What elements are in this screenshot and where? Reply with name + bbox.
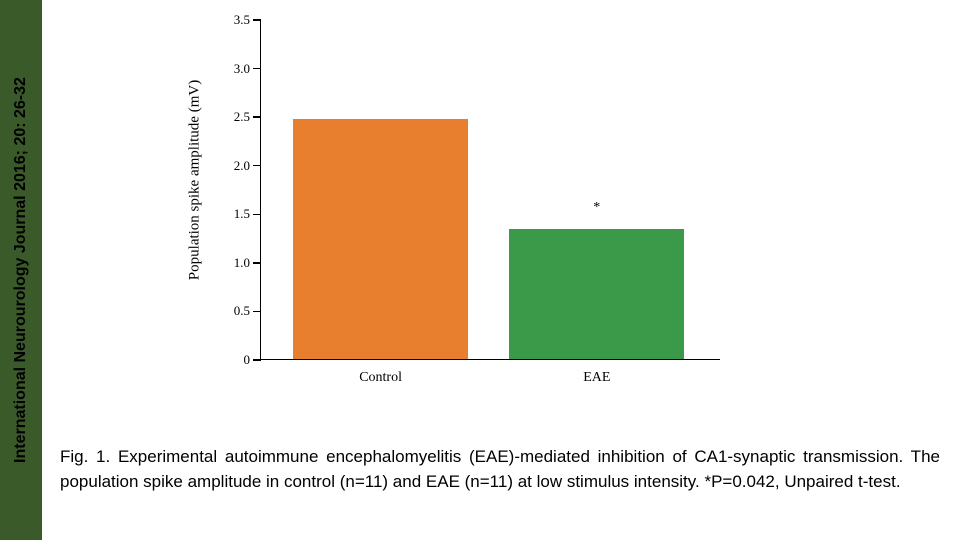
y-tick-label: 2.0 [234,158,250,174]
y-tick [253,214,261,216]
y-tick-label: 0 [244,352,251,368]
x-tick-label: EAE [583,370,610,386]
bar-chart: Population spike amplitude (mV) 00.51.01… [180,10,740,410]
y-tick [253,68,261,70]
x-tick-label: Control [359,370,402,386]
caption-text: Experimental autoimmune encephalomyeliti… [60,447,940,491]
y-tick [253,19,261,21]
journal-citation: International Neurourology Journal 2016;… [12,77,30,463]
y-tick [253,262,261,264]
y-tick-label: 2.5 [234,109,250,125]
y-tick-label: 0.5 [234,303,250,319]
y-tick-label: 1.0 [234,255,250,271]
journal-sidebar: International Neurourology Journal 2016;… [0,0,42,540]
significance-marker: * [593,200,600,216]
y-tick-label: 1.5 [234,206,250,222]
y-tick [253,165,261,167]
y-tick [253,359,261,361]
bar-eae [509,229,684,359]
y-tick [253,311,261,313]
figure-caption: Fig. 1. Experimental autoimmune encephal… [60,445,940,494]
y-tick [253,116,261,118]
y-tick-label: 3.5 [234,12,250,28]
y-axis-label: Population spike amplitude (mV) [187,80,204,280]
plot-region: 00.51.01.52.02.53.03.5ControlEAE* [260,20,720,360]
y-tick-label: 3.0 [234,61,250,77]
caption-prefix: Fig. 1. [60,447,110,466]
bar-control [293,119,468,359]
